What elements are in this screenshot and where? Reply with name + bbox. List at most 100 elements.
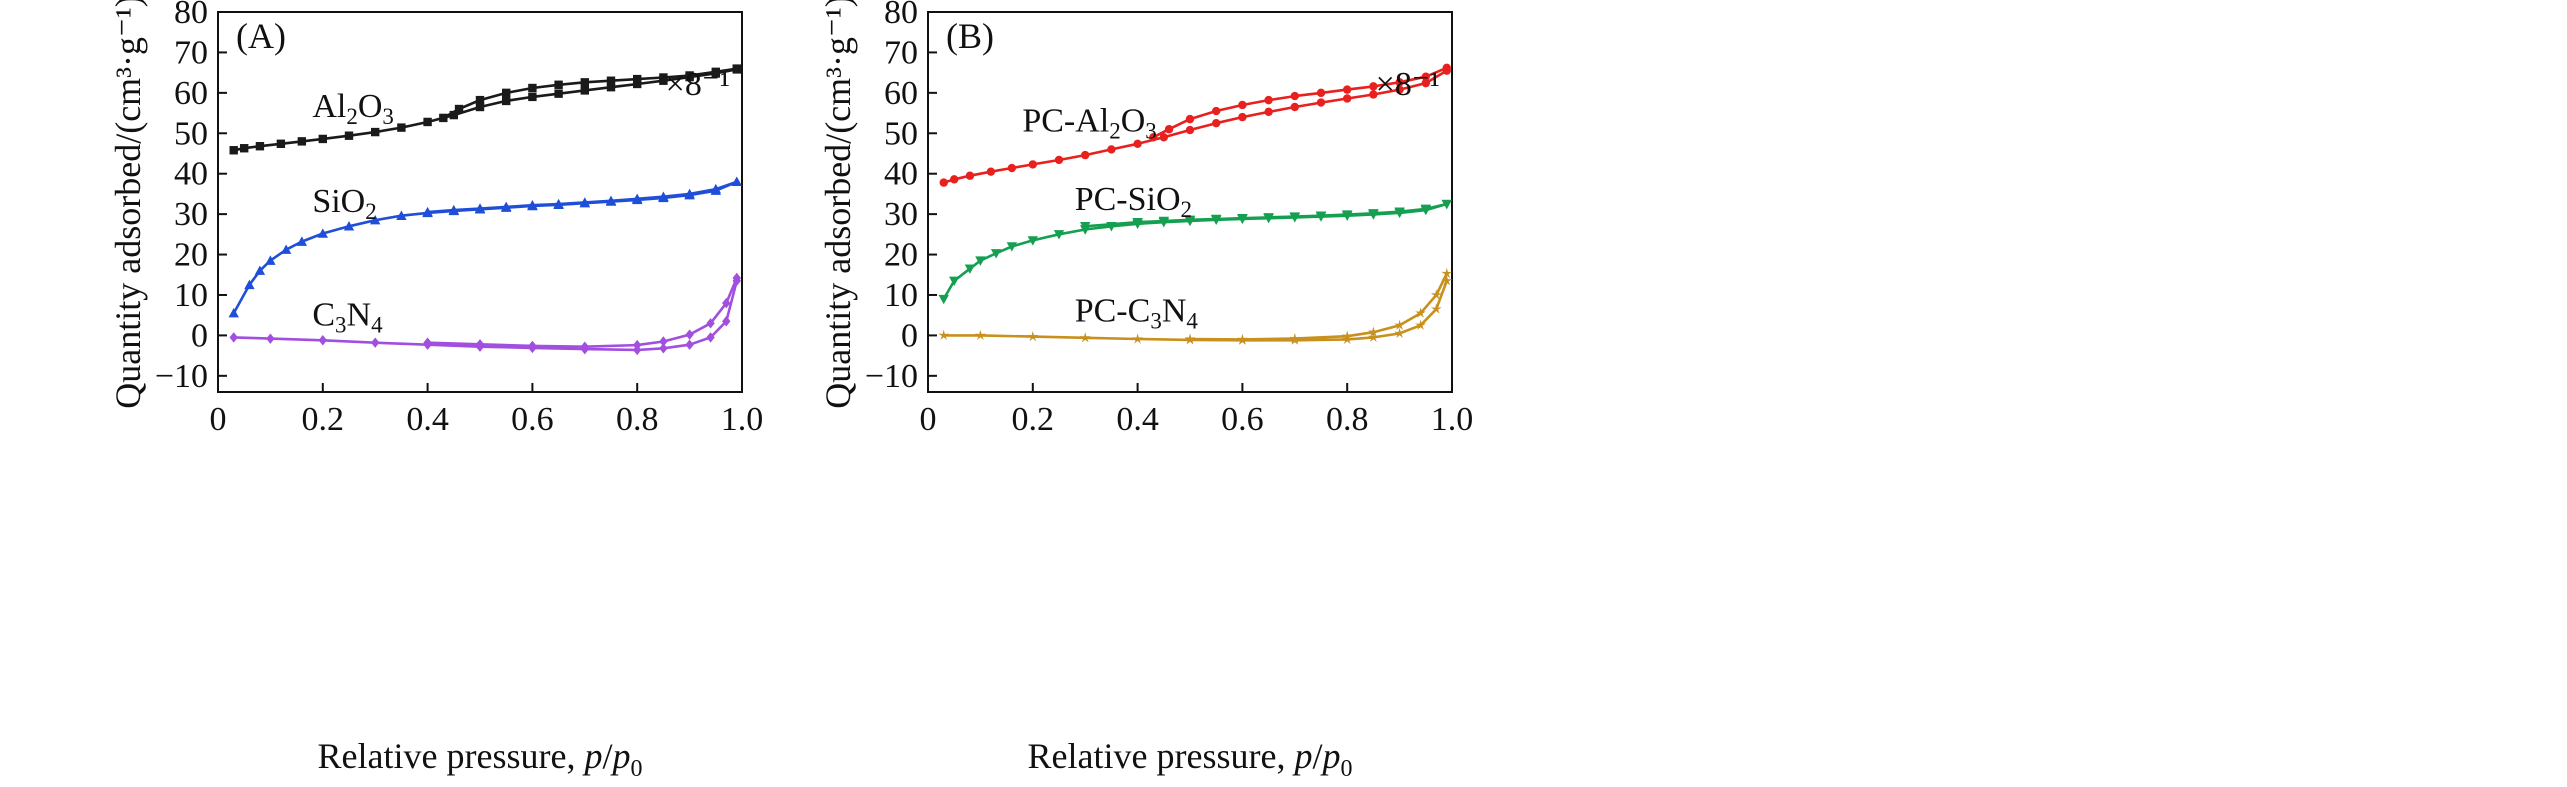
data-point (711, 67, 720, 77)
data-point (265, 255, 276, 265)
data-point (244, 279, 255, 290)
data-point (633, 79, 642, 89)
data-point (1006, 242, 1018, 252)
data-point (633, 74, 642, 84)
data-point (990, 249, 1002, 259)
panel-label-a: (A) (236, 16, 286, 56)
x-tick-label: 0.6 (1221, 401, 1264, 438)
y-tick-label: 0 (191, 317, 208, 354)
data-point (949, 276, 960, 287)
data-point (1368, 326, 1379, 337)
x-tick-label: 0.4 (406, 401, 449, 438)
data-point (658, 191, 669, 201)
data-point (276, 139, 286, 148)
x-tick-label: 0.2 (302, 401, 345, 438)
data-point (1164, 125, 1174, 134)
data-point (254, 265, 266, 275)
data-point (502, 88, 511, 98)
data-point (1054, 155, 1064, 165)
x-axis-title-var: p (581, 736, 602, 776)
data-point (1341, 330, 1353, 341)
data-point (731, 176, 742, 186)
data-point (1212, 118, 1221, 128)
series-label-c3n4: C3N4 (312, 296, 383, 337)
adsorption-line (233, 280, 739, 352)
x-axis-title-a: Relative pressure, p/p0 (318, 736, 643, 782)
y-tick-label: 10 (884, 277, 918, 314)
data-point (423, 337, 432, 348)
data-point (1027, 330, 1039, 342)
x-tick-label: 1.0 (1431, 401, 1474, 438)
x-tick-label: 0.8 (1326, 401, 1369, 438)
data-point (1158, 216, 1169, 227)
data-point (685, 329, 694, 340)
data-point (606, 76, 616, 85)
x-axis-title-slash: / (602, 736, 612, 776)
data-point (1185, 125, 1195, 135)
x-tick-label: 0 (210, 401, 227, 438)
data-point (1080, 222, 1091, 232)
data-point (1289, 332, 1301, 344)
adsorption-line (233, 68, 738, 152)
panel-label-b: (B) (946, 16, 994, 56)
data-point (1149, 133, 1158, 142)
data-point (685, 71, 694, 80)
data-point (1415, 319, 1426, 330)
data-point (1027, 236, 1038, 246)
series-layer-b: PC-Al2O3 PC-SiO2 PC-C3N4 (938, 63, 1453, 345)
y-tick-label: 0 (901, 317, 918, 354)
data-point (371, 127, 380, 137)
desorption-line (1085, 202, 1448, 228)
x-axis-title-var2: p (609, 736, 630, 776)
data-point (1368, 209, 1379, 219)
data-point (528, 83, 537, 93)
data-point (1430, 303, 1442, 314)
data-point (1211, 214, 1222, 225)
data-point (722, 316, 731, 327)
data-point (1238, 100, 1247, 110)
data-point (580, 78, 589, 87)
y-tick-label: −10 (865, 358, 918, 395)
y-tick-label: 40 (884, 156, 918, 193)
series-c3n4 (229, 272, 741, 356)
y-tick-label: 30 (174, 196, 208, 233)
data-point (710, 183, 721, 194)
data-point (1368, 331, 1379, 342)
data-point (475, 95, 485, 105)
data-point (975, 329, 986, 340)
data-point (1184, 333, 1196, 344)
data-point (449, 110, 458, 120)
data-point (1415, 307, 1426, 318)
series-label-pc-al2o3: PC-Al2O3 (1022, 102, 1156, 143)
series-label-sio2: SiO2 (312, 183, 376, 224)
series-pc-c3n4 (938, 267, 1453, 345)
series-label-pc-sio2: PC-SiO2 (1075, 181, 1192, 222)
y-tick-label: 70 (884, 34, 918, 71)
data-point (1421, 78, 1431, 88)
series-layer-a: Al2O3 SiO2 C3N4 (228, 64, 742, 356)
data-point (1343, 85, 1352, 94)
data-point (732, 272, 741, 284)
data-point (439, 113, 448, 123)
data-point (318, 134, 327, 144)
data-point (1290, 91, 1300, 101)
data-point (1238, 112, 1247, 122)
data-point (684, 188, 695, 199)
adsorption-line (942, 202, 1448, 300)
data-point (1394, 319, 1405, 330)
data-point (1264, 95, 1273, 105)
data-point (1185, 114, 1195, 124)
data-point (1289, 212, 1300, 222)
data-point (1290, 102, 1300, 112)
y-tick-label: 20 (884, 237, 918, 274)
desorption-line (427, 277, 738, 349)
data-point (1081, 150, 1090, 160)
data-point (228, 307, 239, 318)
data-point (606, 82, 616, 92)
data-point (1394, 327, 1405, 338)
x-axis-title-sub: 0 (630, 756, 642, 782)
data-point (280, 244, 292, 254)
